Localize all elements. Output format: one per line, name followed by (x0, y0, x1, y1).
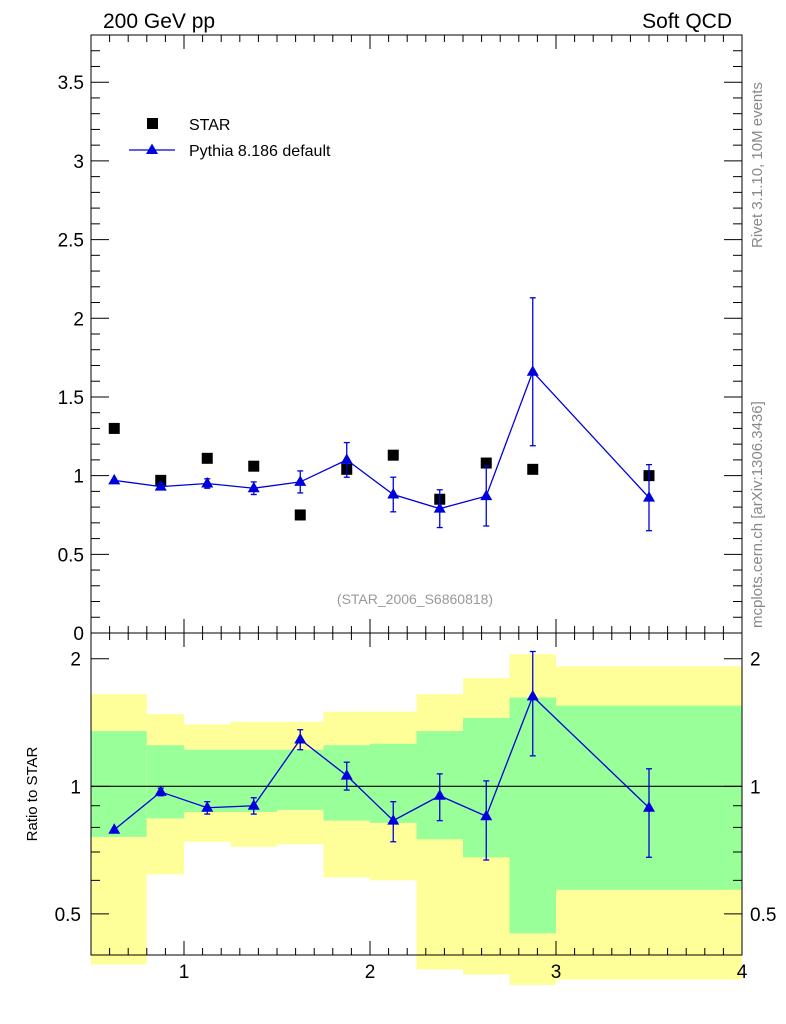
pythia-point (526, 365, 539, 376)
main-ytick-label: 3.5 (58, 73, 84, 94)
band-green (277, 749, 324, 810)
ratio-ytick-label-right: 2 (750, 650, 761, 671)
main-ytick-labels: 0 0.5 1 1.5 2 2.5 3 3.5 (58, 73, 84, 645)
side-label-rivet: Rivet 3.1.10, 10M events (749, 82, 766, 248)
ratio-ytick-label: 0.5 (55, 905, 81, 926)
star-point (480, 457, 492, 469)
pythia-point (201, 477, 214, 488)
analysis-label: (STAR_2006_S6860818) (337, 591, 493, 607)
main-marks (108, 297, 655, 532)
pythia-point (247, 481, 260, 493)
ratio-point (201, 801, 214, 812)
pythia-point (387, 488, 400, 499)
pythia-point (433, 502, 446, 513)
ratio-frame (90, 632, 743, 956)
band-green (91, 731, 147, 837)
header-left-label: 200 GeV pp (103, 10, 215, 33)
ratio-point (294, 732, 307, 744)
pythia-point (340, 453, 353, 464)
main-ytick-label: 0.5 (58, 545, 84, 566)
band-green (146, 745, 184, 819)
ratio-ytick-labels: 0.5 0.5 1 1 2 2 (55, 650, 777, 926)
ratio-point (247, 799, 260, 810)
pythia-line (114, 370, 650, 510)
pythia-point (108, 473, 121, 485)
ratio-point (433, 789, 446, 800)
star-point (201, 452, 213, 464)
ratio-ytick-label-right: 0.5 (750, 905, 776, 926)
pythia-point (154, 480, 167, 491)
ratio-xtick-label: 2 (365, 962, 376, 983)
star-point (294, 509, 306, 521)
ratio-ylabel: Ratio to STAR (24, 746, 41, 841)
legend-pythia-label: Pythia 8.186 default (189, 143, 331, 160)
ratio-ytick-label-right: 1 (750, 777, 761, 798)
ratio-point (387, 814, 400, 825)
ratio-ytick-label: 2 (70, 650, 81, 671)
main-ytick-label: 2.5 (58, 231, 84, 252)
ratio-panel: 0.5 0.5 1 1 2 2 1 2 3 4 Ratio to STAR (24, 632, 777, 985)
ratio-xtick-label: 1 (179, 962, 190, 983)
main-ytick-label: 0 (73, 624, 84, 645)
ratio-point (154, 785, 167, 796)
ratio-point (108, 823, 121, 834)
star-point (387, 449, 399, 461)
header-right-label: Soft QCD (642, 10, 732, 33)
main-ytick-label: 1.5 (58, 388, 84, 409)
ratio-point (480, 809, 493, 821)
main-panel: 0 0.5 1 1.5 2 2.5 3 3.5 (STAR_2006_S6860818) ST… (58, 34, 743, 645)
ratio-point (526, 689, 539, 701)
main-ytick-label: 3 (73, 152, 84, 173)
star-point (108, 422, 120, 434)
pythia-point (480, 489, 493, 501)
main-ytick-label: 2 (73, 309, 84, 330)
side-label-mcplots: mcplots.cern.ch [arXiv:1306.3436] (749, 401, 766, 628)
ratio-xtick-label: 4 (737, 962, 748, 983)
ratio-xtick-label: 3 (551, 962, 562, 983)
ratio-point (340, 769, 353, 780)
main-ytick-label: 1 (73, 467, 84, 488)
ratio-xtick-labels: 1 2 3 4 (179, 962, 748, 983)
pythia-point (643, 491, 655, 502)
star-point (248, 460, 260, 472)
ratio-ytick-label: 1 (70, 777, 81, 798)
pythia-point (294, 475, 307, 486)
ratio-point (643, 801, 655, 812)
legend-pythia-marker (146, 143, 158, 154)
ratio-marks (108, 650, 655, 861)
legend-star-marker (147, 118, 158, 129)
ratio-bands (91, 654, 742, 985)
star-point (527, 463, 539, 475)
legend-star-label: STAR (189, 117, 230, 134)
legend: STAR Pythia 8.186 default (129, 117, 331, 160)
